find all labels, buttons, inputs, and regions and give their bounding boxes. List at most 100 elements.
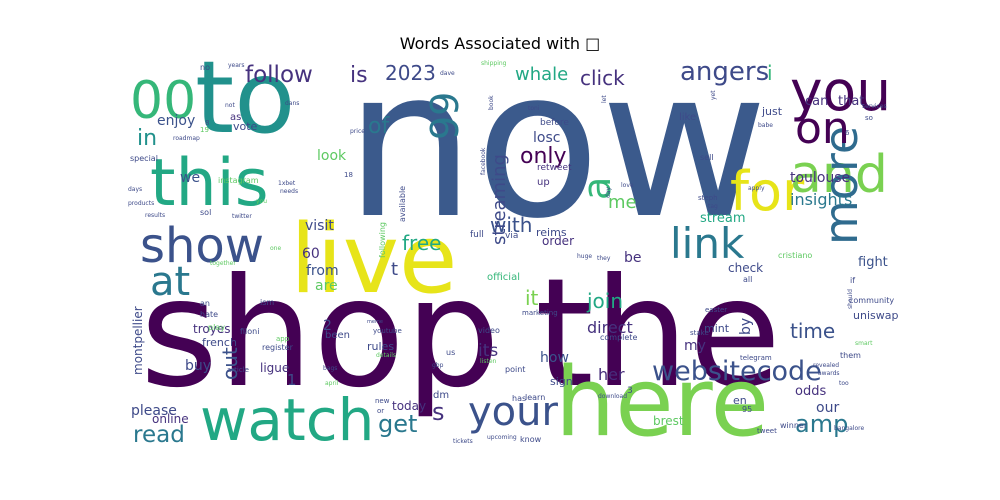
word-gbp: gbp bbox=[432, 362, 444, 369]
word-99: 99 bbox=[423, 92, 467, 140]
word-facebook: facebook bbox=[480, 147, 487, 175]
word-if: if bbox=[850, 276, 855, 285]
word-insights: insights bbox=[790, 190, 852, 209]
word-me: me bbox=[608, 192, 637, 213]
word-mint: mint bbox=[704, 322, 730, 335]
word-click: click bbox=[580, 66, 625, 90]
word-that: that bbox=[838, 94, 864, 109]
word-easter: easter bbox=[705, 306, 727, 314]
word-revealed: revealed bbox=[813, 362, 839, 369]
word-following: following bbox=[378, 222, 387, 258]
word-yet: yet bbox=[710, 90, 717, 100]
word-troyes: troyes bbox=[193, 322, 230, 336]
word-apply: apply bbox=[748, 185, 765, 192]
word-95: 95 bbox=[742, 405, 752, 414]
word-shipping: shipping bbox=[481, 60, 507, 67]
word-via: via bbox=[505, 231, 518, 241]
word-today: today bbox=[392, 399, 426, 413]
word-at: at bbox=[150, 259, 190, 305]
word-join: join bbox=[586, 289, 623, 313]
word-play: play bbox=[208, 323, 225, 332]
word-how: how bbox=[540, 350, 569, 366]
word-shop: shop bbox=[140, 247, 500, 421]
word-register: register bbox=[262, 343, 294, 352]
word-article: article bbox=[227, 366, 249, 374]
word-sol: sol bbox=[200, 208, 211, 217]
word-steph: steph bbox=[698, 194, 718, 202]
word-retweet: retweet bbox=[537, 163, 572, 173]
word-sell: sell bbox=[700, 153, 714, 162]
word-toni: toni bbox=[528, 105, 540, 112]
word-sign: sign bbox=[550, 375, 573, 388]
word-like: like bbox=[679, 112, 696, 123]
word-huge: huge bbox=[577, 253, 592, 260]
word-it: it bbox=[525, 286, 539, 310]
word-en: en bbox=[733, 394, 747, 407]
word-are: are bbox=[315, 278, 338, 294]
word-instagram: instagram bbox=[218, 176, 259, 185]
word-meme: meme bbox=[367, 319, 383, 325]
word-complete: complete bbox=[600, 333, 637, 342]
word-dm: dm bbox=[433, 390, 449, 401]
word-live: live bbox=[290, 205, 457, 315]
word-be: be bbox=[624, 250, 642, 266]
word-love: love bbox=[621, 182, 634, 189]
word-rules: rules bbox=[367, 340, 394, 353]
word-just: just bbox=[761, 105, 783, 118]
word-listen: listen bbox=[480, 358, 497, 365]
word-t: t bbox=[391, 259, 398, 280]
word-download: download bbox=[598, 393, 627, 400]
word-too: too bbox=[839, 380, 849, 387]
word-reims: reims bbox=[536, 226, 567, 239]
word-official: official bbox=[487, 272, 520, 283]
word-app: app bbox=[276, 335, 290, 343]
word-please: please bbox=[131, 403, 177, 419]
word-bangalore: bangalore bbox=[834, 425, 864, 432]
word-from: from bbox=[306, 263, 339, 279]
word-streaming: streaming bbox=[489, 154, 510, 245]
word-products: products bbox=[128, 200, 154, 207]
word-upcoming: upcoming bbox=[487, 434, 517, 441]
word-8: 8 bbox=[205, 119, 209, 127]
word-read: read bbox=[133, 422, 185, 448]
word-we: we bbox=[180, 170, 200, 186]
word-check: check bbox=[728, 261, 763, 275]
word-awards: awards bbox=[818, 370, 840, 377]
word-has: has bbox=[512, 394, 526, 403]
word-up: up bbox=[537, 177, 550, 188]
word-fight: fight bbox=[858, 255, 888, 270]
word-they: they bbox=[597, 255, 611, 262]
word-in: in bbox=[137, 126, 157, 151]
word-watch: watch bbox=[200, 386, 374, 454]
word-tweet: tweet bbox=[757, 427, 777, 435]
word-day: day bbox=[605, 187, 612, 198]
word-get: get bbox=[378, 410, 417, 438]
word-60: 60 bbox=[302, 246, 320, 262]
word-price: price bbox=[350, 128, 365, 135]
word-dave: dave bbox=[440, 70, 455, 77]
word-amp: amp bbox=[795, 410, 848, 438]
word-s: s bbox=[432, 398, 445, 426]
word-enjoy: enjoy bbox=[157, 113, 195, 129]
word-new: new bbox=[375, 397, 390, 405]
word-out: out bbox=[218, 347, 242, 380]
word-ligue: ligue bbox=[260, 361, 289, 375]
word-telegram: telegram bbox=[740, 354, 772, 362]
word-stream: stream bbox=[700, 211, 746, 226]
word-community: community bbox=[849, 296, 894, 305]
word-and: and bbox=[790, 145, 888, 205]
word-its: its bbox=[478, 341, 498, 361]
word-vote: vote bbox=[233, 120, 258, 133]
word-winner: winner bbox=[780, 421, 808, 430]
word-as: as bbox=[230, 112, 241, 123]
word-an: an bbox=[200, 299, 210, 308]
word-show: show bbox=[140, 218, 264, 274]
word-should: should bbox=[847, 289, 854, 309]
word-now: now bbox=[345, 26, 768, 264]
word-buy: buy bbox=[185, 358, 211, 374]
word-babe: babe bbox=[758, 122, 773, 129]
chart-title: Words Associated with □ bbox=[399, 34, 601, 53]
word-on: on bbox=[795, 103, 850, 154]
word-so: so bbox=[865, 114, 873, 122]
